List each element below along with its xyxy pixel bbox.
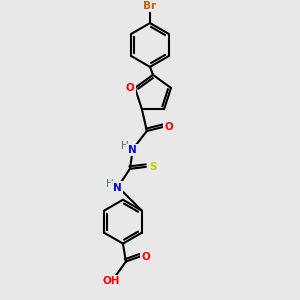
Text: H: H bbox=[121, 141, 129, 151]
Text: S: S bbox=[149, 162, 157, 172]
Text: OH: OH bbox=[102, 276, 120, 286]
Text: N: N bbox=[112, 183, 121, 193]
Text: O: O bbox=[126, 83, 134, 93]
Text: Br: Br bbox=[143, 1, 157, 11]
Text: O: O bbox=[164, 122, 173, 132]
Text: N: N bbox=[128, 145, 136, 155]
Text: O: O bbox=[142, 251, 150, 262]
Text: H: H bbox=[106, 179, 114, 189]
